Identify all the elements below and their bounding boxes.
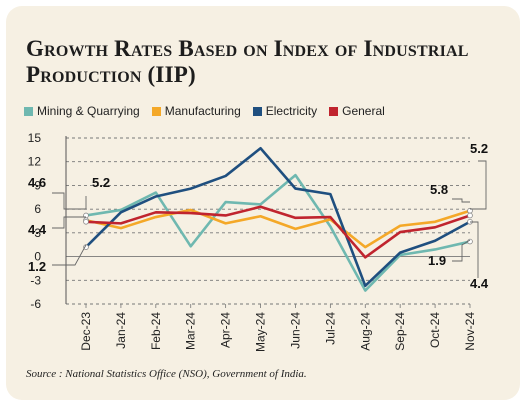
- annotation-leader: [52, 192, 86, 210]
- y-tick-label: -6: [30, 297, 41, 311]
- legend-swatch-manufacturing: [151, 106, 161, 116]
- x-tick-label: Apr-24: [219, 312, 233, 348]
- legend-item-mining: Mining & Quarrying: [24, 104, 140, 118]
- source-note: Source : National Statistics Office (NSO…: [26, 368, 307, 380]
- y-tick-label: 3: [34, 226, 41, 240]
- endpoint-marker: [83, 244, 89, 250]
- series-line-general: [84, 205, 472, 259]
- annotation-leader: [452, 198, 470, 203]
- x-tick-label: May-24: [254, 312, 268, 352]
- annotation-label: 5.2: [92, 175, 110, 190]
- x-tick-label: Jun-24: [288, 312, 302, 349]
- annotation-leader: [52, 216, 86, 229]
- y-tick-label: 9: [34, 178, 41, 192]
- annotation-label: 1.9: [428, 253, 446, 268]
- y-tick-label: 15: [28, 131, 42, 145]
- annotation-leader: [470, 160, 487, 210]
- legend: Mining & Quarrying Manufacturing Electri…: [24, 103, 397, 119]
- legend-swatch-general: [329, 106, 339, 116]
- legend-item-general: General: [329, 104, 385, 118]
- endpoint-marker: [467, 212, 473, 219]
- annotation-leader: [52, 244, 87, 266]
- y-tick-label: 12: [28, 155, 42, 169]
- x-tick-label: Jul-24: [323, 312, 337, 345]
- x-tick-label: Feb-24: [149, 312, 163, 350]
- series-line-mining-quarrying: [84, 173, 472, 292]
- annotation-leader: [470, 221, 479, 278]
- legend-label-general: General: [342, 104, 385, 118]
- series-line-manufacturing: [84, 208, 472, 249]
- chart-title: Growth Rates Based on Index of Industria…: [26, 36, 469, 87]
- annotation-label: 4.4: [28, 222, 47, 237]
- legend-swatch-mining: [24, 106, 33, 116]
- legend-swatch-electricity: [252, 106, 262, 116]
- x-tick-label: Mar-24: [184, 312, 198, 350]
- series-line-electricity: [84, 146, 472, 288]
- y-tick-label: -3: [30, 273, 41, 287]
- annotation-label: 4.6: [28, 175, 46, 190]
- y-tick-label: 0: [34, 250, 41, 264]
- annotation-label: 5.2: [470, 141, 488, 156]
- endpoint-marker: [83, 218, 89, 225]
- legend-label-electricity: Electricity: [265, 104, 318, 118]
- x-tick-label: Jan-24: [114, 312, 128, 349]
- annotation-label: 5.8: [430, 182, 448, 197]
- x-tick-label: Dec-23: [79, 312, 93, 351]
- annotation-label: 4.4: [470, 276, 489, 291]
- x-tick-label: Oct-24: [428, 312, 442, 348]
- legend-item-manufacturing: Manufacturing: [151, 104, 241, 118]
- x-tick-label: Aug-24: [358, 312, 372, 351]
- x-tick-label: Nov-24: [463, 312, 477, 351]
- x-tick-label: Sep-24: [393, 312, 407, 351]
- legend-label-manufacturing: Manufacturing: [164, 104, 241, 118]
- y-tick-label: 6: [34, 202, 41, 216]
- legend-label-mining: Mining & Quarrying: [37, 104, 140, 118]
- annotation-leader: [452, 239, 471, 262]
- legend-item-electricity: Electricity: [252, 104, 318, 118]
- annotation-label: 1.2: [28, 259, 46, 274]
